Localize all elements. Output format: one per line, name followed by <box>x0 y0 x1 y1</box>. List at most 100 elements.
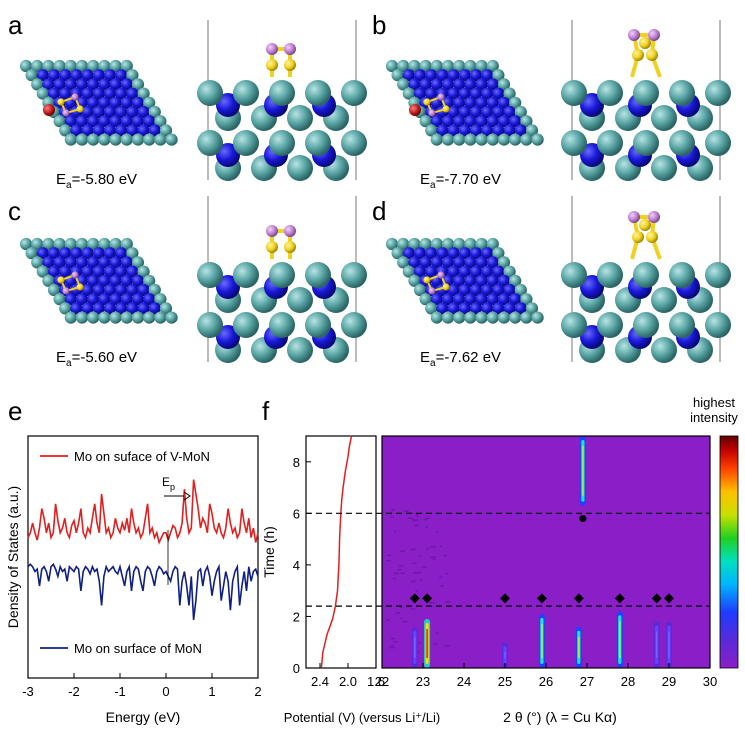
n-atom <box>402 69 415 82</box>
xrd-streak-peak <box>668 631 670 658</box>
n-atom <box>509 115 522 128</box>
n-atom <box>126 124 139 137</box>
n-atom <box>42 78 55 91</box>
n-atom <box>453 115 466 128</box>
time-y-tick-label: 6 <box>293 506 300 521</box>
n-atom <box>75 256 89 269</box>
potential-plot-frame <box>305 435 377 669</box>
mo-atom <box>430 133 443 146</box>
mo-atom <box>131 78 145 91</box>
n-atom <box>486 78 499 91</box>
mo-atom <box>520 133 533 146</box>
mo-atom <box>520 293 533 306</box>
mo-atom <box>397 59 410 73</box>
xrd-noise <box>440 585 445 587</box>
mo-atom <box>497 311 511 324</box>
ep-annotation: Ep <box>162 475 175 492</box>
n-atom <box>497 115 511 128</box>
xrd-noise <box>423 518 428 521</box>
xrd-noise <box>410 608 416 610</box>
mo-atom <box>397 237 410 251</box>
n-atom <box>137 302 150 315</box>
potential-xlabel: Potential (V) (versus Li⁺/Li) <box>284 710 440 725</box>
mo-atom <box>464 237 477 251</box>
xrd-noise <box>400 606 403 609</box>
n-atom <box>115 247 128 260</box>
n-atom <box>42 256 55 269</box>
n-atom <box>447 302 460 315</box>
xrd-x-tick-label: 30 <box>703 674 717 689</box>
xrd-x-tick-label: 27 <box>580 674 594 689</box>
n-atom <box>425 87 438 100</box>
mo-atom <box>25 247 38 260</box>
n-atom <box>430 78 443 91</box>
peak-diamond-marker <box>409 593 420 604</box>
xrd-noise <box>422 566 428 568</box>
n-atom <box>413 265 427 278</box>
xrd-x-tick-label: 25 <box>498 674 512 689</box>
potential-curve <box>320 435 353 669</box>
mo-atom <box>497 133 511 146</box>
peak-diamond-marker <box>422 593 433 604</box>
mo-atom <box>109 59 122 73</box>
mo-atom <box>109 237 122 251</box>
n-atom <box>126 105 139 119</box>
peak-diamond-marker <box>536 593 547 604</box>
n-atom <box>503 105 516 119</box>
n-atom <box>92 69 105 82</box>
n-atom <box>103 302 117 315</box>
xrd-noise <box>389 646 395 649</box>
xrd-noise <box>425 517 430 519</box>
slab-side-view-c <box>197 196 367 363</box>
adsorbate-atom <box>632 231 644 243</box>
mo-atom <box>36 265 49 278</box>
mo-atom <box>391 247 404 260</box>
n-atom <box>126 302 139 315</box>
mo-atom <box>464 59 477 73</box>
adsorbate-atom <box>628 211 640 223</box>
n-atom <box>70 247 83 260</box>
time-ylabel: Time (h) <box>261 526 277 578</box>
mo-atom <box>497 78 511 91</box>
mo-atom <box>137 87 150 100</box>
n-atom <box>87 293 100 306</box>
mo-atom <box>561 262 587 288</box>
n-atom <box>419 256 432 269</box>
xrd-streak-peak <box>541 623 543 658</box>
n-atom <box>503 283 516 297</box>
xrd-noise <box>386 619 391 621</box>
adsorbate-atom <box>266 225 278 237</box>
dos-x-tick-label: 0 <box>162 684 169 699</box>
mo-atom <box>651 155 677 181</box>
n-atom <box>486 115 499 128</box>
xrd-x-tick-label: 28 <box>621 674 635 689</box>
mo-atom <box>159 302 173 315</box>
mo-atom <box>408 274 421 287</box>
dos-xlabel: Energy (eV) <box>106 709 181 725</box>
n-atom <box>70 302 83 315</box>
n-atom <box>486 256 499 269</box>
n-atom <box>425 247 438 260</box>
n-atom <box>469 105 483 119</box>
mo-atom <box>75 59 89 73</box>
intensity-colorbar <box>719 435 739 669</box>
peak-diamond-marker <box>573 593 584 604</box>
n-atom <box>408 256 421 269</box>
mo-atom <box>453 311 466 324</box>
mo-atom <box>53 115 66 128</box>
panel-letter-b: b <box>372 10 386 40</box>
n-atom <box>103 124 117 137</box>
mo-atom <box>131 133 145 146</box>
n-atom <box>115 124 128 137</box>
n-atom <box>486 96 499 109</box>
n-atom <box>475 256 488 269</box>
n-atom <box>98 115 111 128</box>
n-atom <box>92 124 105 137</box>
mo-atom <box>705 262 731 288</box>
n-atom <box>87 96 100 109</box>
n-atom <box>92 247 105 260</box>
n-atom <box>413 87 427 100</box>
mo-atom <box>492 69 505 82</box>
dos-series-mon <box>27 562 259 620</box>
slab-top-view-c <box>19 237 178 324</box>
